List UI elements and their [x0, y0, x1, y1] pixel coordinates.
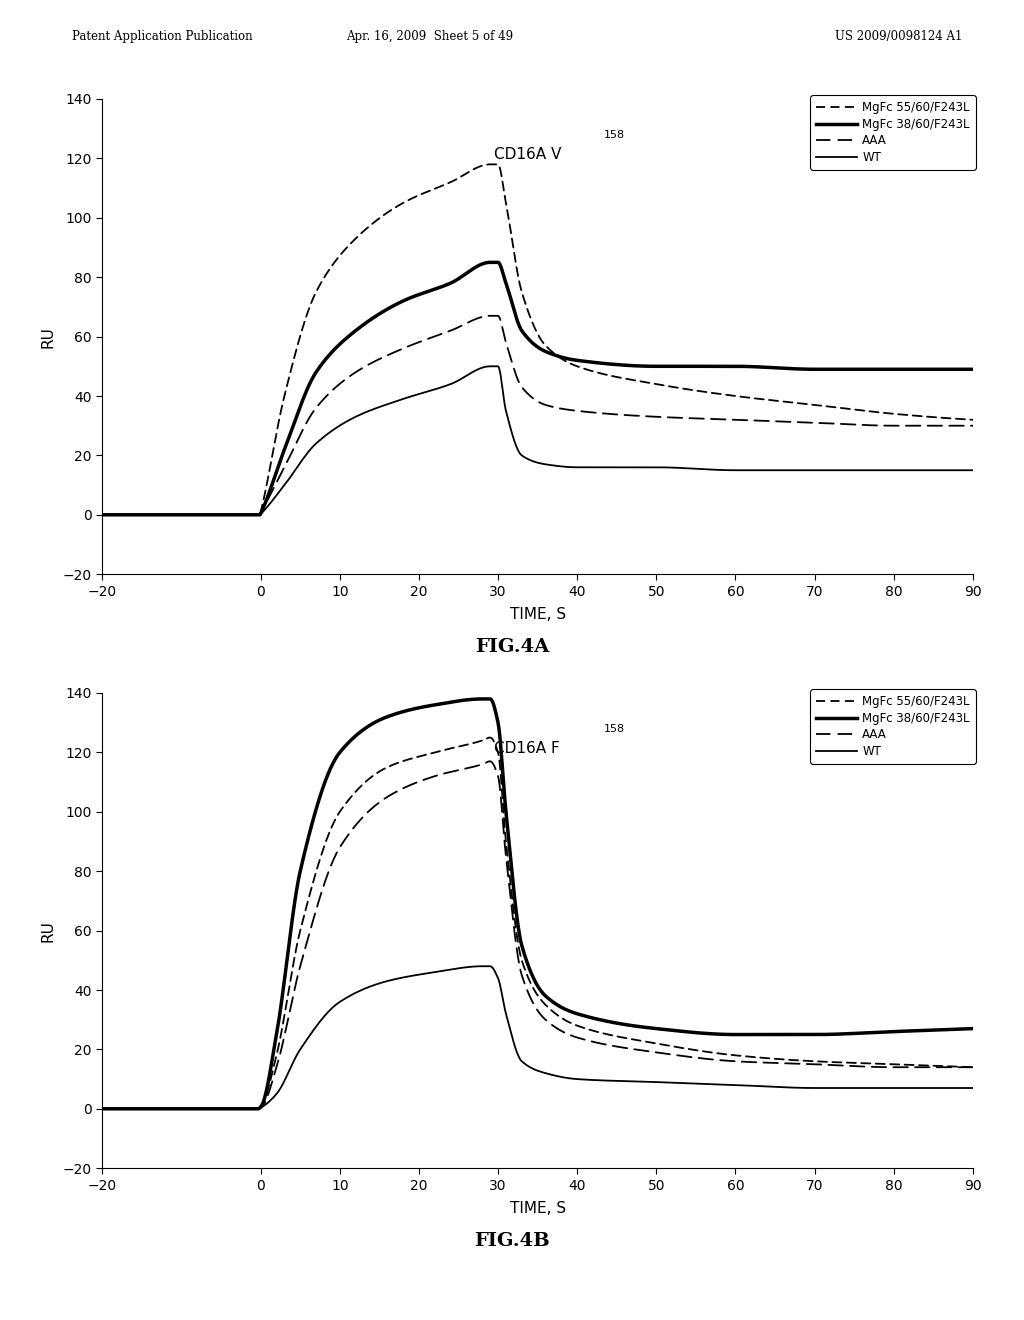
Text: 158: 158: [604, 129, 625, 140]
Legend: MgFc 55/60/F243L, MgFc 38/60/F243L, AAA, WT: MgFc 55/60/F243L, MgFc 38/60/F243L, AAA,…: [810, 689, 976, 764]
X-axis label: TIME, S: TIME, S: [510, 1201, 565, 1216]
Text: US 2009/0098124 A1: US 2009/0098124 A1: [836, 30, 963, 44]
Y-axis label: RU: RU: [41, 326, 56, 347]
Text: CD16A F: CD16A F: [495, 741, 560, 755]
Text: Patent Application Publication: Patent Application Publication: [72, 30, 252, 44]
Legend: MgFc 55/60/F243L, MgFc 38/60/F243L, AAA, WT: MgFc 55/60/F243L, MgFc 38/60/F243L, AAA,…: [810, 95, 976, 170]
Text: CD16A V: CD16A V: [495, 147, 561, 161]
X-axis label: TIME, S: TIME, S: [510, 607, 565, 622]
Y-axis label: RU: RU: [41, 920, 56, 941]
Text: FIG.4A: FIG.4A: [475, 638, 549, 656]
Text: FIG.4B: FIG.4B: [474, 1232, 550, 1250]
Text: 158: 158: [604, 723, 625, 734]
Text: Apr. 16, 2009  Sheet 5 of 49: Apr. 16, 2009 Sheet 5 of 49: [346, 30, 514, 44]
